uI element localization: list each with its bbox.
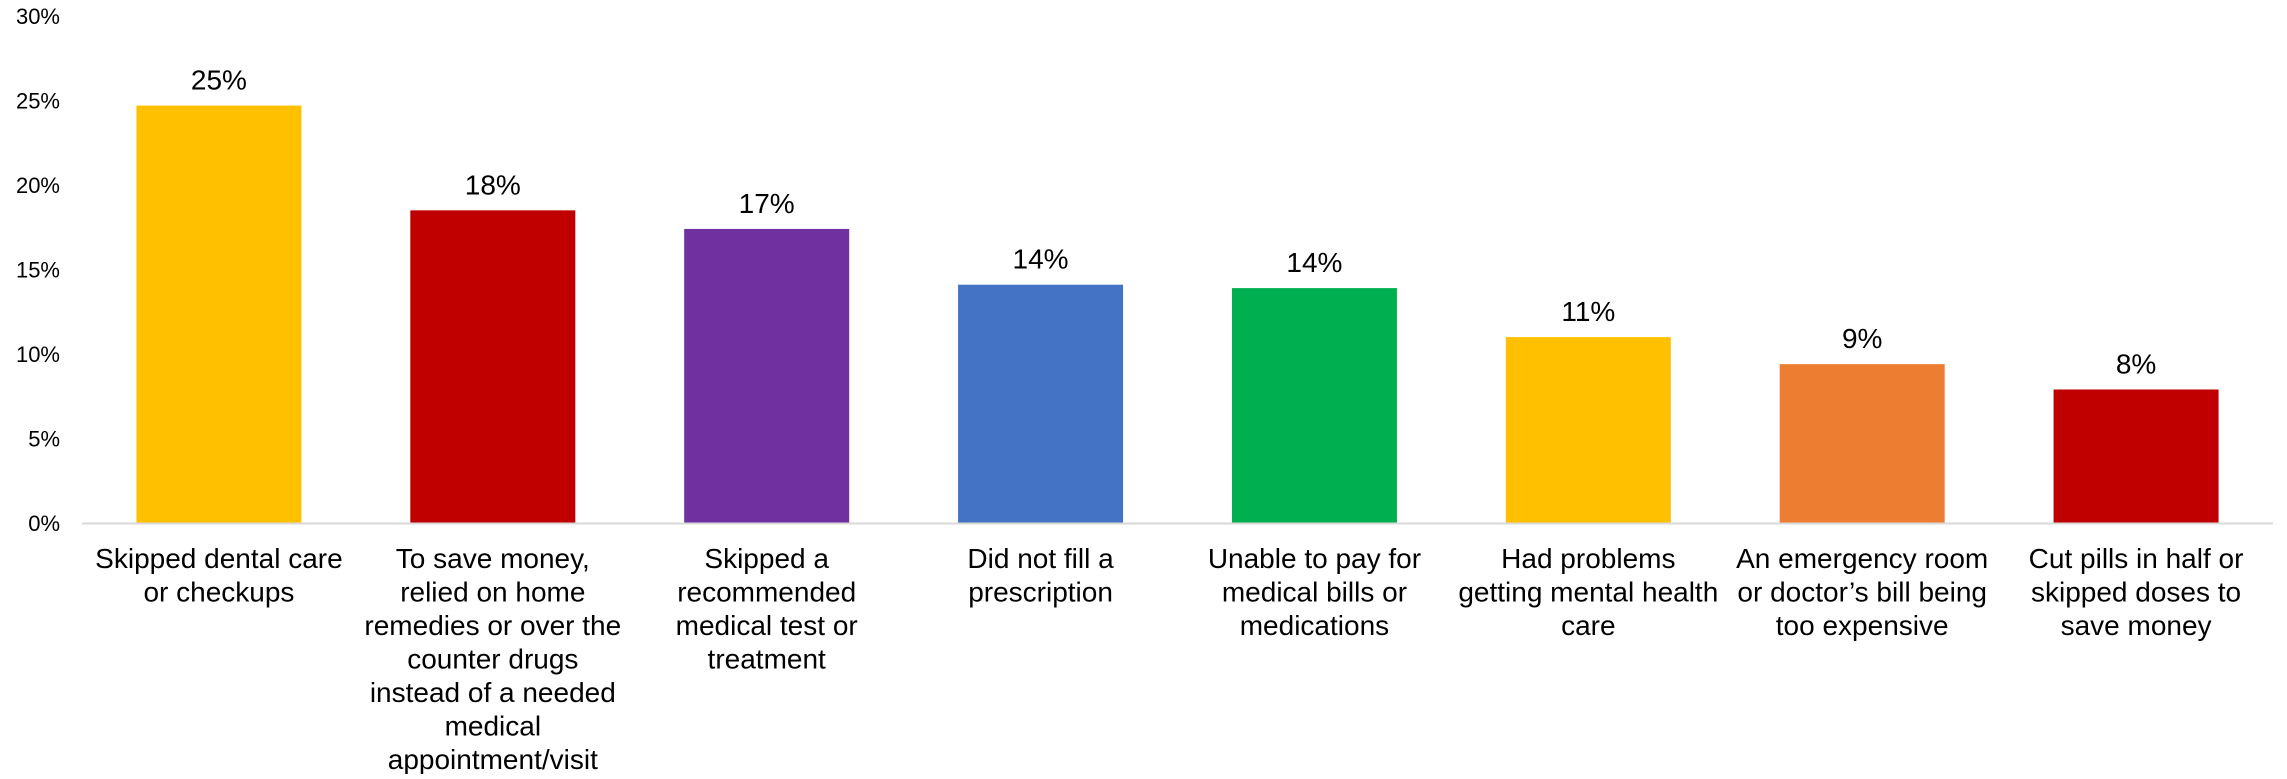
category-labels-group: Skipped dental care or checkups To save mo…: [95, 543, 2243, 774]
bar: [136, 106, 301, 523]
x-category-label-line: medications: [1240, 610, 1389, 641]
data-label: 17%: [739, 188, 795, 219]
bar: [1780, 364, 1945, 523]
y-tick-label: 25%: [16, 89, 60, 114]
x-category-label-line: Unable to pay for: [1208, 543, 1421, 574]
bar: [1506, 337, 1671, 523]
x-category-label-line: instead of a needed: [370, 677, 616, 708]
bar: [684, 229, 849, 523]
bar: [958, 285, 1123, 523]
y-tick-label: 20%: [16, 173, 60, 198]
data-label: 9%: [1842, 323, 1882, 354]
x-category-label-line: Skipped a: [704, 543, 829, 574]
x-category-label-line: recommended: [677, 577, 856, 608]
y-tick-label: 5%: [28, 427, 60, 452]
y-tick-label: 10%: [16, 342, 60, 367]
x-category-label-line: treatment: [708, 644, 826, 675]
y-tick-label: 15%: [16, 258, 60, 283]
x-category-label: To save money, relied on home remedies or …: [364, 543, 621, 774]
x-category-label-line: getting mental health: [1458, 577, 1718, 608]
x-category-label: Did not fill a prescription: [967, 543, 1114, 608]
bar: [410, 210, 575, 523]
data-label: 18%: [465, 169, 521, 200]
x-category-label-line: appointment/visit: [388, 744, 598, 774]
y-tick-label: 0%: [28, 511, 60, 536]
x-category-label: Cut pills in half or skipped doses to save…: [2029, 543, 2244, 641]
x-category-label-line: Had problems: [1501, 543, 1675, 574]
x-category-label-line: Did not fill a: [967, 543, 1114, 574]
x-category-label-line: save money: [2061, 610, 2212, 641]
x-category-label-line: medical bills or: [1222, 577, 1407, 608]
x-category-label-line: prescription: [968, 577, 1113, 608]
x-category-label-line: care: [1561, 610, 1615, 641]
x-category-label-line: Skipped dental care: [95, 543, 343, 574]
x-category-label-line: or checkups: [143, 577, 294, 608]
x-category-label-line: or doctor’s bill being: [1737, 577, 1987, 608]
y-tick-label: 30%: [16, 4, 60, 29]
data-label: 11%: [1561, 296, 1615, 327]
x-category-label: Unable to pay for medical bills or medicat…: [1208, 543, 1421, 641]
x-category-label-line: counter drugs: [407, 644, 578, 675]
bars-group: [136, 106, 2218, 523]
x-category-label-line: An emergency room: [1736, 543, 1988, 574]
x-category-label-line: medical: [445, 711, 541, 742]
bar: [1232, 288, 1397, 523]
x-category-label: Had problems getting mental health care: [1458, 543, 1718, 641]
x-category-label-line: relied on home: [400, 577, 585, 608]
x-category-label-line: To save money,: [396, 543, 590, 574]
x-category-label: Skipped dental care or checkups: [95, 543, 343, 608]
x-category-label-line: skipped doses to: [2031, 577, 2241, 608]
data-label: 8%: [2116, 348, 2156, 379]
y-axis: 0% 5% 10% 15% 20% 25% 30%: [16, 4, 60, 536]
x-category-label: An emergency room or doctor’s bill being t…: [1736, 543, 1988, 641]
x-category-label-line: too expensive: [1776, 610, 1949, 641]
x-category-label-line: medical test or: [676, 610, 858, 641]
bar: [2054, 389, 2219, 523]
data-label: 14%: [1286, 247, 1342, 278]
x-category-label-line: Cut pills in half or: [2029, 543, 2244, 574]
data-label: 25%: [191, 65, 247, 96]
data-label: 14%: [1013, 244, 1069, 275]
x-category-label-line: remedies or over the: [364, 610, 621, 641]
x-category-label: Skipped a recommended medical test or treat…: [676, 543, 858, 675]
